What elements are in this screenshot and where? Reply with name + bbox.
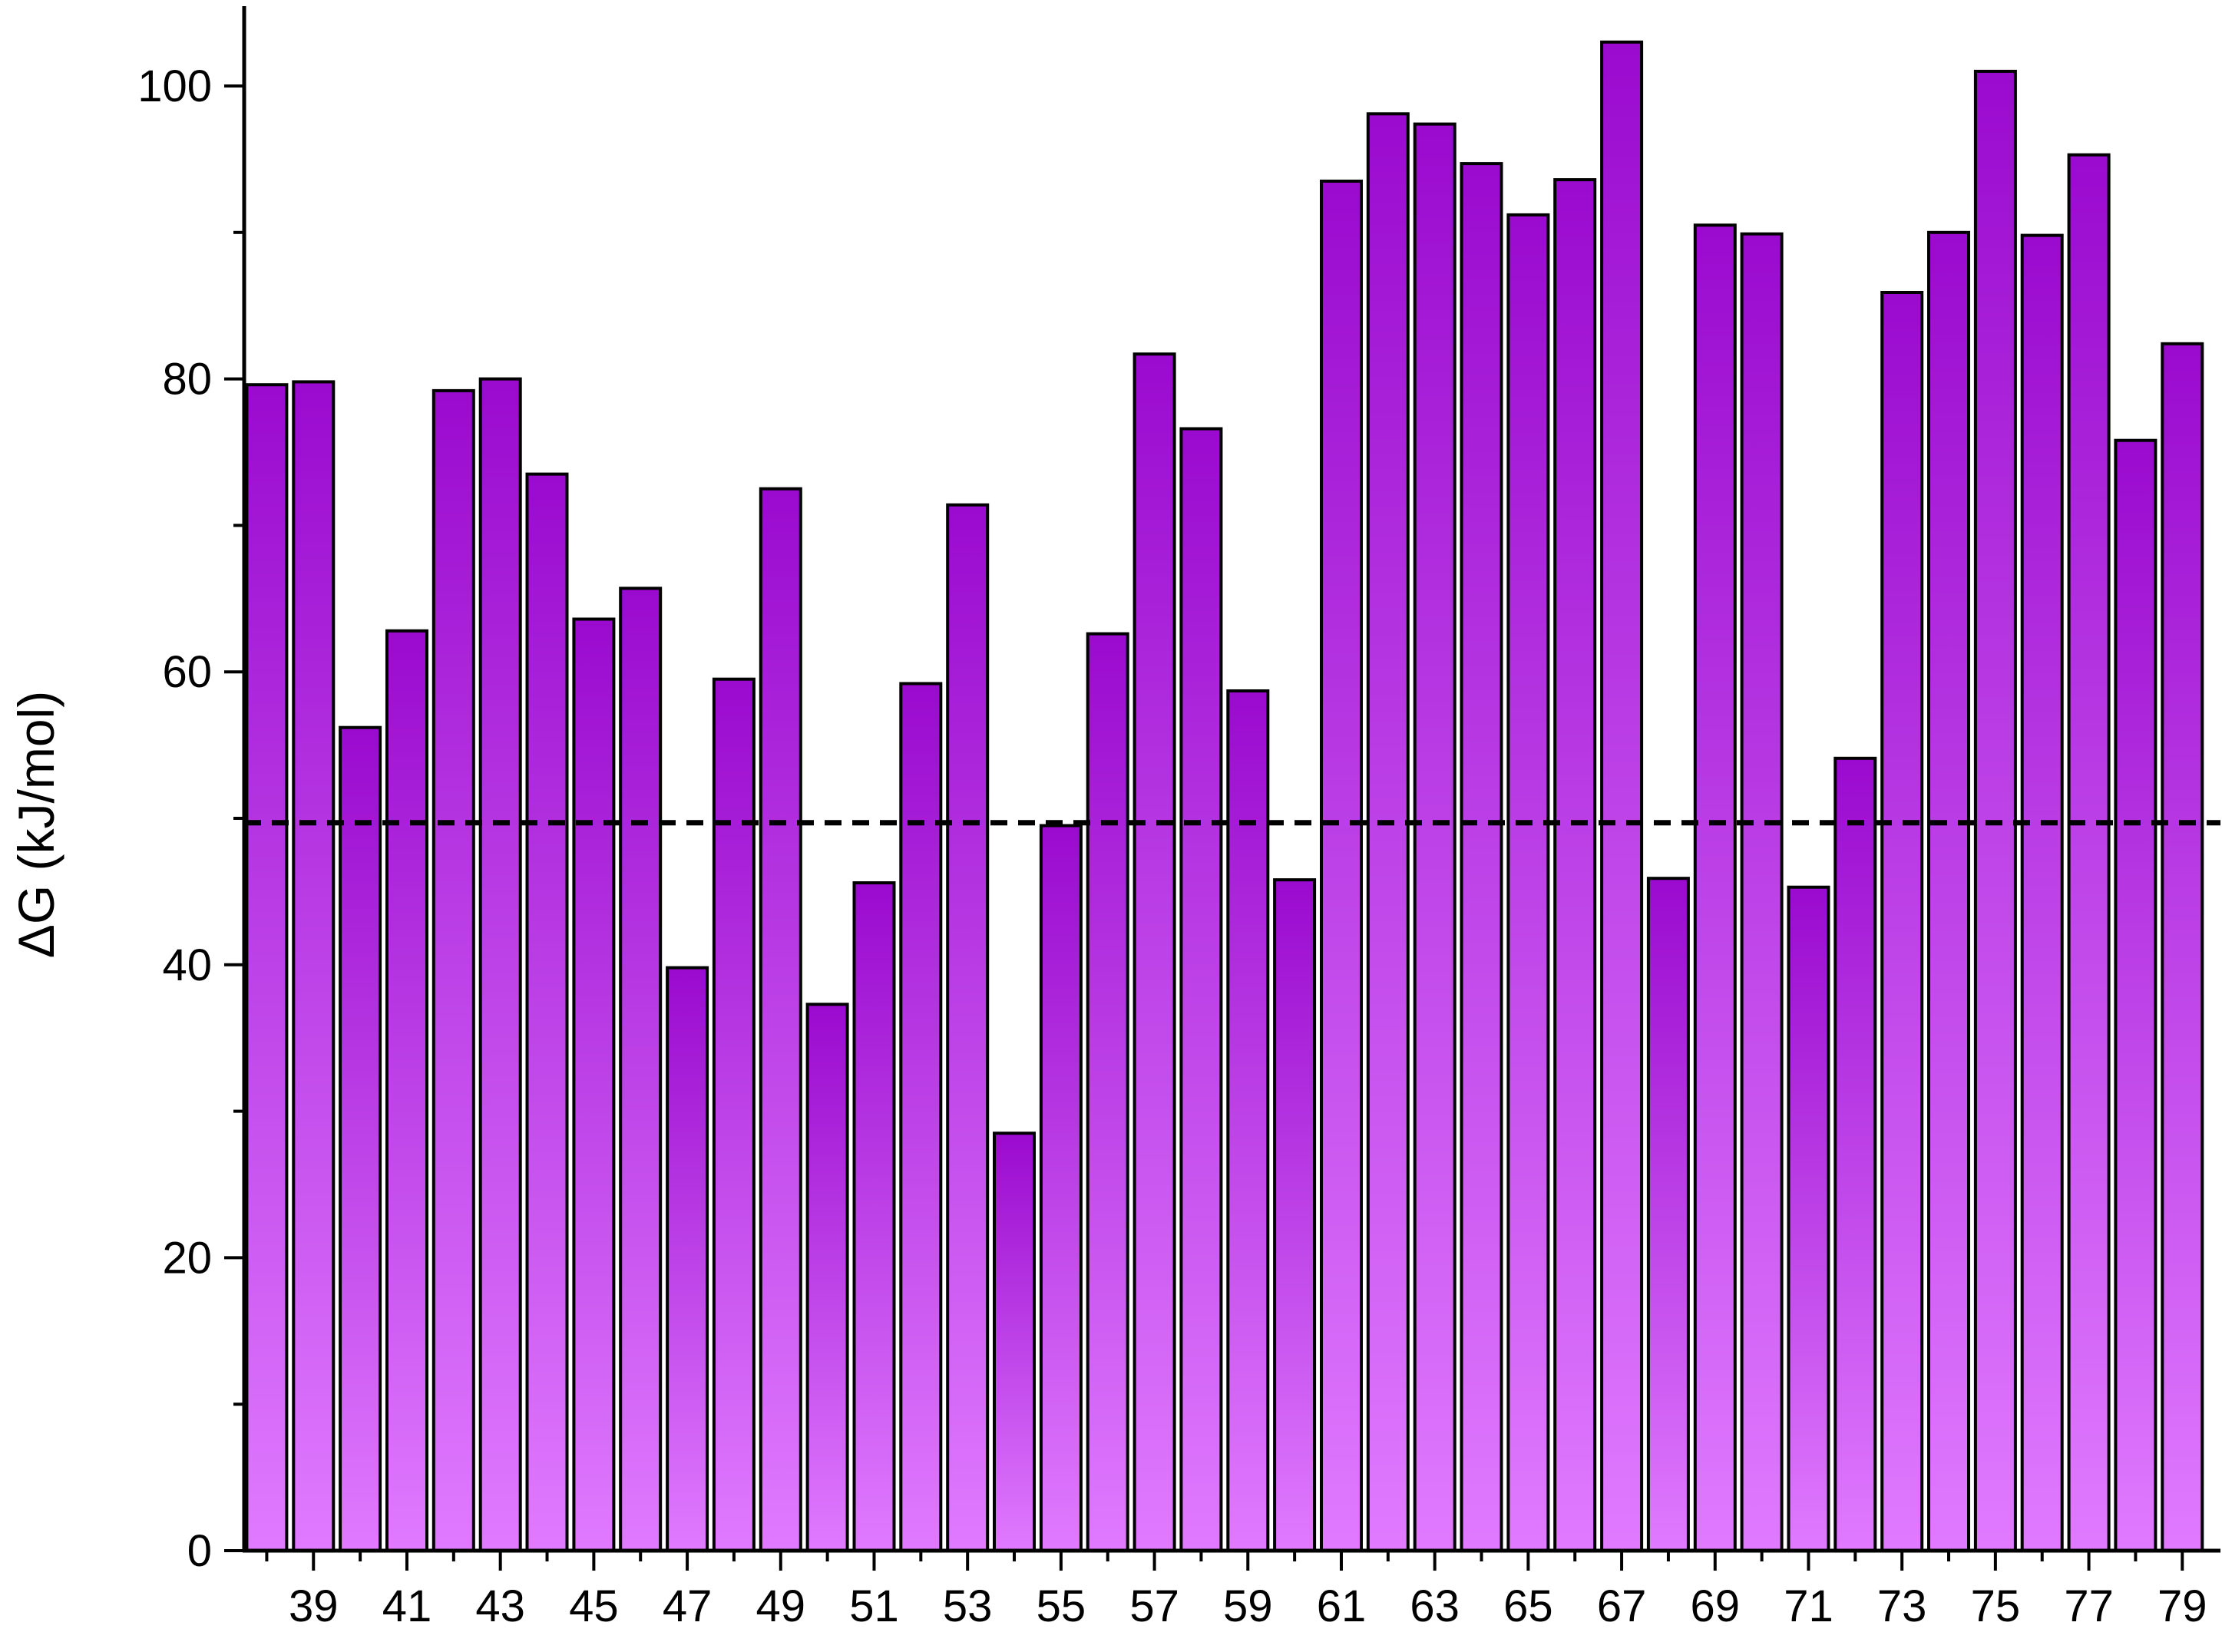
bar-74	[1927, 230, 1970, 1552]
x-tick-label-61: 61	[1317, 1581, 1367, 1631]
x-tick-label-57: 57	[1129, 1581, 1179, 1631]
bar-77	[2067, 153, 2111, 1553]
x-tick-label-41: 41	[382, 1581, 432, 1631]
bar-75	[1973, 69, 2017, 1552]
x-tick-label-45: 45	[569, 1581, 619, 1631]
bar-42	[432, 388, 475, 1552]
bar-38	[245, 383, 289, 1553]
bar-61	[1320, 180, 1363, 1552]
bar-56	[1086, 632, 1129, 1552]
x-tick-label-63: 63	[1410, 1581, 1460, 1631]
x-tick-label-65: 65	[1503, 1581, 1553, 1631]
bar-62	[1366, 112, 1410, 1552]
bar-60	[1273, 878, 1317, 1552]
bar-49	[759, 487, 802, 1553]
x-tick-label-51: 51	[849, 1581, 899, 1631]
x-tick-label-53: 53	[943, 1581, 993, 1631]
bar-58	[1179, 427, 1223, 1552]
x-tick-label-59: 59	[1223, 1581, 1273, 1631]
bar-76	[2020, 233, 2064, 1553]
bar-54	[993, 1132, 1036, 1552]
x-tick-label-55: 55	[1037, 1581, 1086, 1631]
x-tick-label-49: 49	[756, 1581, 806, 1631]
bar-70	[1740, 232, 1784, 1553]
bar-64	[1460, 162, 1503, 1553]
x-tick-label-39: 39	[289, 1581, 339, 1631]
x-tick-label-47: 47	[663, 1581, 713, 1631]
bar-79	[2161, 342, 2204, 1552]
y-axis-title: ΔG (kJ/mol)	[8, 691, 64, 958]
bar-47	[666, 966, 709, 1552]
bar-53	[946, 503, 990, 1553]
bar-41	[385, 629, 428, 1552]
x-tick-label-69: 69	[1691, 1581, 1741, 1631]
bar-73	[1880, 291, 1924, 1552]
bar-72	[1833, 756, 1877, 1552]
y-tick-label-20: 20	[162, 1233, 212, 1283]
bar-67	[1600, 40, 1644, 1552]
y-tick-label-80: 80	[162, 355, 212, 405]
bar-57	[1132, 352, 1176, 1553]
y-tick-label-40: 40	[162, 940, 212, 990]
x-tick-label-77: 77	[2064, 1581, 2114, 1631]
bar-43	[478, 377, 522, 1553]
bar-50	[805, 1003, 849, 1553]
x-tick-label-75: 75	[1971, 1581, 2021, 1631]
axes-group: 0 20 40 60 80 100 39 41 43 45 47 49 51 53 55 57 59 61 63 65…	[137, 6, 2220, 1631]
bar-59	[1226, 689, 1270, 1552]
bar-46	[619, 586, 663, 1552]
y-tick-label-0: 0	[187, 1526, 212, 1576]
bar-78	[2114, 438, 2158, 1553]
bar-39	[292, 380, 336, 1552]
y-tick-label-100: 100	[137, 61, 212, 111]
y-tick-label-60: 60	[162, 647, 212, 697]
x-tick-label-43: 43	[475, 1581, 525, 1631]
bar-48	[712, 677, 756, 1553]
bar-66	[1553, 178, 1597, 1553]
bar-68	[1646, 877, 1690, 1552]
bar-44	[525, 472, 569, 1552]
bar-63	[1413, 122, 1457, 1553]
x-tick-label-73: 73	[1877, 1581, 1927, 1631]
bar-71	[1787, 885, 1830, 1552]
bars-group	[245, 40, 2204, 1553]
bar-52	[899, 682, 943, 1552]
bar-55	[1039, 824, 1083, 1552]
x-tick-label-67: 67	[1597, 1581, 1647, 1631]
bar-45	[572, 617, 616, 1552]
bar-65	[1506, 213, 1550, 1552]
bar-51	[852, 881, 896, 1552]
bar-40	[339, 725, 382, 1553]
x-tick-label-79: 79	[2158, 1581, 2207, 1631]
x-tick-label-71: 71	[1784, 1581, 1833, 1631]
bar-69	[1693, 223, 1737, 1552]
